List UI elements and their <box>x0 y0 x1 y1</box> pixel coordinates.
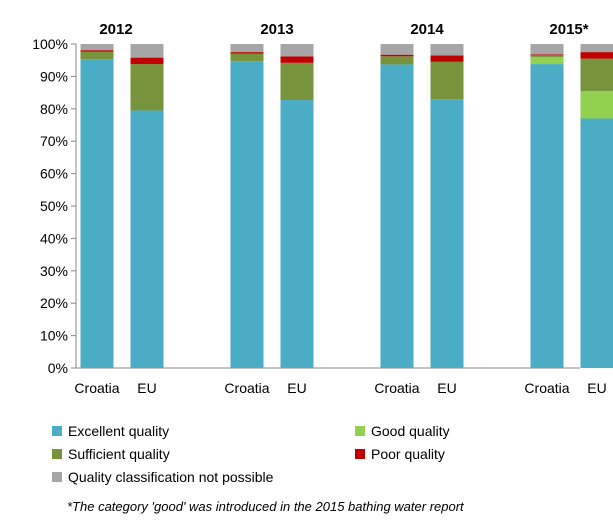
legend-swatch-good <box>355 426 365 436</box>
x-category-label: EU <box>587 380 606 396</box>
legend: Excellent quality Good quality Sufficien… <box>52 421 572 491</box>
y-tick-label: 20% <box>40 295 68 311</box>
year-labels: 2012 2013 2014 2015* <box>99 21 588 38</box>
bar-segment <box>130 64 164 111</box>
year-group-label: 2015* <box>549 21 588 38</box>
legend-swatch-poor <box>355 449 365 459</box>
y-tick-label: 30% <box>40 263 68 279</box>
bar-segment <box>80 44 114 51</box>
legend-label-not-possible: Quality classification not possible <box>68 469 274 485</box>
bar-segment <box>430 61 464 100</box>
y-tick-label: 50% <box>40 198 68 214</box>
bar-segment <box>380 44 414 55</box>
bar-segment <box>380 64 414 369</box>
legend-swatch-not-possible <box>52 472 62 482</box>
year-group-label: 2014 <box>410 21 444 38</box>
legend-swatch-excellent <box>52 426 62 436</box>
legend-label-excellent: Excellent quality <box>68 423 170 439</box>
y-tick-label: 40% <box>40 230 68 246</box>
footnote: *The category 'good' was introduced in t… <box>67 499 464 514</box>
legend-item-good: Good quality <box>355 423 450 439</box>
bar-segment <box>530 54 564 56</box>
legend-label-sufficient: Sufficient quality <box>68 446 170 462</box>
bar-segment <box>230 52 264 54</box>
y-tick-label: 80% <box>40 101 68 117</box>
category-labels: Croatia EU Croatia EU Croatia EU Croatia EU <box>74 380 606 396</box>
bar-segment <box>380 56 414 65</box>
bar-segment <box>530 44 564 55</box>
x-category-label: Croatia <box>374 380 419 396</box>
x-category-label: EU <box>287 380 306 396</box>
bar-segment <box>80 59 114 369</box>
year-group-label: 2013 <box>260 21 293 38</box>
bar-segment <box>580 52 613 59</box>
bar-segment <box>130 110 164 369</box>
bar-segment <box>430 99 464 368</box>
x-category-label: Croatia <box>224 380 269 396</box>
year-group-label: 2012 <box>99 21 132 38</box>
legend-label-poor: Poor quality <box>371 446 445 462</box>
legend-item-poor: Poor quality <box>355 446 445 462</box>
bars <box>80 44 613 369</box>
legend-item-not-possible: Quality classification not possible <box>52 469 273 485</box>
bar-segment <box>280 44 314 57</box>
x-category-label: Croatia <box>524 380 569 396</box>
bar-segment <box>530 56 564 65</box>
legend-swatch-sufficient <box>52 449 62 459</box>
y-tick-label: 0% <box>48 360 68 376</box>
bar-segment <box>80 50 114 52</box>
bar-segment <box>430 44 464 56</box>
bar-segment <box>530 64 564 368</box>
y-tick-label: 90% <box>40 68 68 84</box>
bar-segment <box>230 53 264 62</box>
y-tick-label: 60% <box>40 166 68 182</box>
bar-segment <box>130 44 164 58</box>
y-tick-label: 10% <box>40 328 68 344</box>
x-category-label: EU <box>137 380 156 396</box>
bar-segment <box>580 118 613 369</box>
bar-segment <box>280 62 314 101</box>
bar-segment <box>430 55 464 62</box>
legend-item-excellent: Excellent quality <box>52 423 169 439</box>
x-category-label: EU <box>437 380 456 396</box>
bar-segment <box>230 44 264 53</box>
legend-label-good: Good quality <box>371 423 450 439</box>
bar-segment <box>230 61 264 369</box>
bar-segment <box>130 57 164 65</box>
bar-segment <box>380 54 414 57</box>
bar-segment <box>280 100 314 368</box>
legend-item-sufficient: Sufficient quality <box>52 446 170 462</box>
y-tick-label: 100% <box>32 36 68 52</box>
x-category-label: Croatia <box>74 380 119 396</box>
bar-segment <box>530 55 564 57</box>
bar-segment <box>580 58 613 91</box>
bar-segment <box>280 56 314 63</box>
bar-segment <box>580 90 613 119</box>
bar-segment <box>580 44 613 53</box>
bar-segment <box>80 51 114 60</box>
y-tick-label: 70% <box>40 133 68 149</box>
